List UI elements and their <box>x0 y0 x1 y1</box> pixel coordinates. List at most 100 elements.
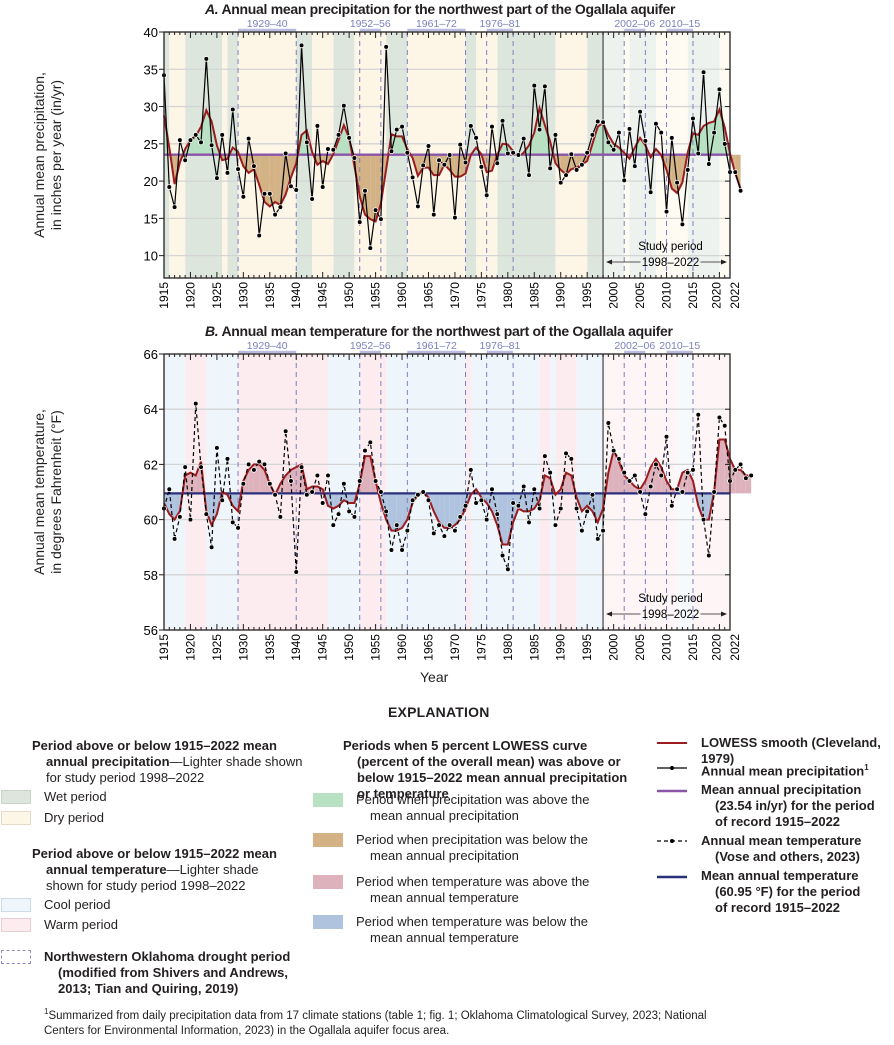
a-x-tick-label: 1945 <box>316 282 330 309</box>
a-data-point <box>610 146 617 153</box>
b-data-point <box>674 486 680 493</box>
legend-drought-label: Northwestern Oklahoma drought period (mo… <box>44 949 291 996</box>
b-above-mean-area <box>566 472 572 494</box>
a-data-point <box>669 135 675 141</box>
a-study-period-label: Study period <box>638 241 703 253</box>
b-data-point <box>341 480 347 487</box>
b-x-tick-label: 1985 <box>527 634 541 661</box>
b-data-point <box>356 478 363 484</box>
legend-temp-label: Annual mean temperature (Vose and others… <box>701 833 862 864</box>
b-data-point <box>224 456 231 462</box>
b-data-point <box>642 511 649 517</box>
a-data-point <box>341 103 347 109</box>
a-data-point <box>240 193 247 200</box>
a-data-point <box>653 120 659 127</box>
b-above-mean-area <box>259 464 265 494</box>
a-data-point <box>616 129 622 136</box>
a-data-point <box>452 214 458 221</box>
b-data-point <box>282 428 289 435</box>
a-below-mean-area <box>365 154 371 220</box>
legend-warm-swatch <box>1 918 31 932</box>
a-data-point <box>293 187 300 193</box>
a-data-point <box>330 146 337 153</box>
b-drought-label: 2002–06 <box>614 340 655 352</box>
a-lowess-line <box>163 104 742 223</box>
a-data-point <box>505 150 511 157</box>
a-above-mean-area <box>396 136 403 155</box>
a-data-point <box>674 179 680 186</box>
b-below-mean-area <box>507 493 514 545</box>
a-data-point <box>171 204 178 210</box>
b-data-point <box>483 516 490 523</box>
b-data-point <box>737 461 744 468</box>
a-data-point <box>462 159 469 166</box>
b-data-point <box>388 547 395 553</box>
chart-b-temperature: 1929–40 1952–56 1961–72 1976–81 2002–06 2010–… <box>144 340 754 661</box>
legend-lowess-periods-heading: Periods when 5 percent LOWESS curve (per… <box>343 738 628 801</box>
b-below-mean-area <box>391 493 397 531</box>
b-data-point <box>711 489 717 495</box>
a-data-point <box>473 135 479 141</box>
a-data-point <box>600 119 606 125</box>
a-data-point <box>552 132 559 138</box>
legend-cool-label: Cool period <box>44 897 111 912</box>
b-cool-period-band <box>576 354 604 630</box>
b-data-point <box>589 491 596 498</box>
a-data-point <box>298 42 305 49</box>
b-data-point <box>409 497 416 504</box>
b-data-point <box>631 472 638 479</box>
a-data-point <box>573 167 580 173</box>
a-drought-label: 2010–15 <box>659 18 700 30</box>
b-above-mean-area <box>735 469 741 494</box>
a-data-point <box>478 164 485 170</box>
legend-mean-precip-symbol <box>657 789 687 793</box>
b-data-point <box>335 511 342 517</box>
a-below-mean-area <box>560 154 567 175</box>
a-above-mean-area <box>597 122 604 155</box>
a-data-point <box>579 161 585 168</box>
b-data-point <box>462 503 469 509</box>
a-data-point <box>314 123 321 129</box>
legend-above-precip-label: Period when precipitation was above the … <box>356 792 590 823</box>
a-data-point <box>325 146 331 152</box>
b-data-point <box>425 497 432 504</box>
a-y-tick-label: 20 <box>144 174 158 189</box>
a-data-point <box>266 190 273 197</box>
b-data-point <box>452 527 458 534</box>
legend-temp-heading-rest: —Lighter shade shown for study period 19… <box>46 862 259 893</box>
b-data-point <box>404 527 411 534</box>
b-data-point <box>436 522 442 528</box>
legend-precip-symbol <box>657 766 687 770</box>
b-data-point <box>531 486 538 493</box>
b-above-mean-area <box>185 472 191 494</box>
b-above-mean-area <box>687 469 693 494</box>
b-data-point <box>457 514 464 520</box>
a-data-point <box>483 192 490 199</box>
x-axis-label: Year <box>420 669 449 685</box>
b-drought-label: 1976–81 <box>479 340 520 352</box>
a-data-point <box>282 150 289 157</box>
b-data-point <box>192 400 199 407</box>
legend-mean-temp-symbol <box>657 875 687 879</box>
a-x-tick-label: 1985 <box>527 282 541 309</box>
legend-mean-temp-label: Mean annual temperature (60.95 °F) for t… <box>701 868 861 915</box>
b-data-point <box>605 420 612 426</box>
b-data-point <box>235 525 241 531</box>
a-x-tick-label: 2000 <box>607 282 621 309</box>
b-x-tick-label: 2015 <box>686 634 700 661</box>
b-data-point <box>669 503 675 509</box>
legend-precip-heading: Period above or below 1915–2022 mean ann… <box>32 738 316 786</box>
b-drought-label: 1961–72 <box>416 340 457 352</box>
legend-mean-precip-label: Mean annual precipitation (23.54 in/yr) … <box>701 782 875 829</box>
b-data-point <box>430 530 437 537</box>
b-x-tick-label: 1955 <box>369 634 383 661</box>
b-below-mean-area <box>592 493 598 523</box>
b-x-tick-label: 2022 <box>728 634 742 661</box>
b-data-point <box>743 475 749 482</box>
b-data-point <box>684 469 691 476</box>
b-x-tick-label: 2020 <box>709 634 723 661</box>
a-data-point <box>446 152 453 158</box>
a-x-tick-label: 1960 <box>395 282 409 309</box>
legend-below-precip-swatch <box>313 833 343 847</box>
a-x-tick-label: 1920 <box>183 282 197 309</box>
